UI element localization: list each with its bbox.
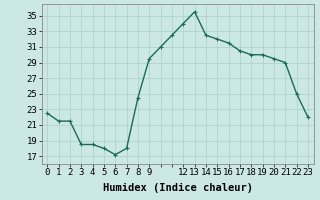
X-axis label: Humidex (Indice chaleur): Humidex (Indice chaleur) bbox=[103, 183, 252, 193]
